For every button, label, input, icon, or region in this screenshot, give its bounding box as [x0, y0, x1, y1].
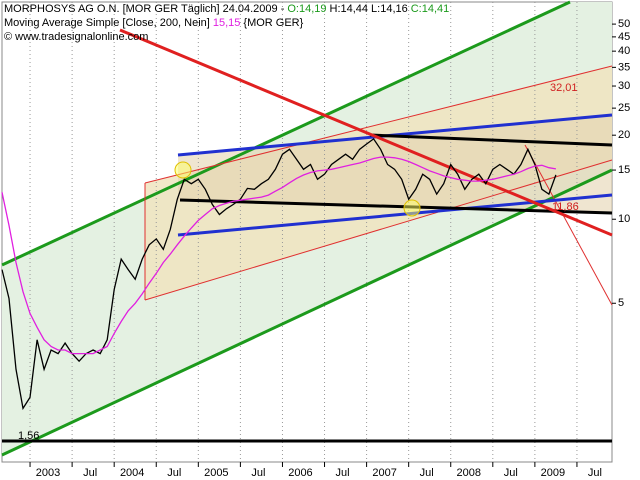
legend-high: H:14,44: [329, 3, 369, 15]
y-tick-label: 50: [618, 18, 630, 30]
legend-entry: Moving Average Simple [Close, 200, Nein]: [4, 17, 210, 29]
highlight-circle: [174, 161, 192, 179]
trend-line: [1, 168, 613, 457]
trend-line: [179, 198, 613, 215]
x-tick-label: 2006: [288, 467, 312, 479]
x-tick-label: 2008: [456, 467, 480, 479]
legend-entry: MORPHOSYS AG O.N. [MOR GER Täglich]: [4, 3, 220, 15]
price-line: [1, 137, 557, 411]
x-tick-label: Jul: [420, 467, 434, 479]
x-tick-label: 2005: [204, 467, 228, 479]
x-tick-label: 2004: [120, 467, 144, 479]
trend-line: [524, 144, 613, 306]
trend-line: [144, 65, 613, 184]
y-tick-label: 45: [618, 31, 630, 43]
y-tick-label: 40: [618, 45, 630, 57]
legend-open: O:14,19: [287, 3, 327, 15]
x-tick-label: Jul: [83, 467, 97, 479]
legend-date: 24.04.2009 -: [222, 3, 285, 15]
y-tick-label: 10: [618, 213, 630, 225]
x-tick-label: 2003: [36, 467, 60, 479]
y-tick-label: 5: [618, 297, 624, 309]
source: © www.tradesignalonline.com: [4, 31, 149, 43]
legend-ma-last: 15,15: [212, 17, 241, 29]
y-tick-label: 25: [618, 102, 630, 114]
annotation: 11,86: [552, 201, 579, 213]
trend-line: [177, 193, 613, 237]
x-tick-label: 2009: [541, 467, 565, 479]
legend-ma-symbol: {MOR GER}: [243, 17, 304, 29]
legend-low: L:14,16: [371, 3, 408, 15]
series-layer: [1, 137, 557, 411]
trend-line: [369, 133, 613, 147]
x-tick-label: Jul: [167, 467, 181, 479]
annotation: 1,56: [18, 430, 39, 442]
legend-row: Moving Average Simple [Close, 200, Nein]…: [4, 16, 452, 30]
x-tick-label: Jul: [251, 467, 265, 479]
x-tick-label: 2007: [372, 467, 396, 479]
y-tick-label: 15: [618, 164, 630, 176]
price-line: [1, 156, 557, 355]
x-tick-label: Jul: [588, 467, 602, 479]
y-tick-label: 20: [618, 129, 630, 141]
annotation: 32,01: [550, 82, 578, 94]
trend-line: [144, 159, 613, 301]
legend: MORPHOSYS AG O.N. [MOR GER Täglich] 24.04…: [4, 2, 452, 44]
legend-row: MORPHOSYS AG O.N. [MOR GER Täglich] 24.04…: [4, 2, 452, 16]
x-tick-label: Jul: [504, 467, 518, 479]
trend-line: [119, 28, 613, 237]
y-tick-label: 35: [618, 61, 630, 73]
highlight-circle: [403, 199, 421, 217]
grid: [29, 2, 578, 462]
legend-close: C:14,41: [410, 3, 450, 15]
y-tick-label: 30: [618, 80, 630, 92]
x-tick-label: Jul: [335, 467, 349, 479]
trend-line: [1, 0, 571, 267]
